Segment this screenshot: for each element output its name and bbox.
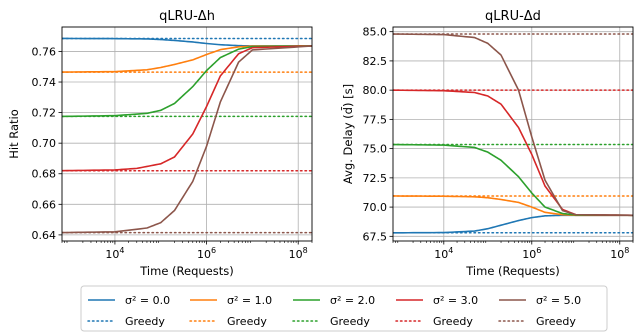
x-axis-label: Time (Requests) <box>139 264 233 278</box>
series-line-s5 <box>393 33 633 217</box>
panel-title: qLRU-Δh <box>159 9 215 24</box>
axes-frame <box>61 26 313 242</box>
x-tick-label: 106 <box>197 246 216 261</box>
legend-label: Greedy <box>330 315 370 328</box>
legend-label: Greedy <box>433 315 473 328</box>
legend-label: σ² = 2.0 <box>330 294 375 307</box>
legend-label: Greedy <box>536 315 576 328</box>
y-tick-label: 80.0 <box>363 84 388 97</box>
legend-label: Greedy <box>125 315 165 328</box>
panel-title: qLRU-Δd <box>485 9 541 24</box>
y-tick-label: 0.66 <box>32 198 57 211</box>
legend-label: σ² = 0.0 <box>125 294 170 307</box>
legend-frame <box>80 285 608 332</box>
panel-avg-delay: 104 106 108 67.5 70.0 72.5 75.0 77.5 80.0 82.5 85.… <box>341 9 634 278</box>
x-axis: 104 106 108 <box>61 241 313 261</box>
panel-hit-ratio: 104 106 108 0.64 0.66 0.68 0.70 0.72 0.74 0.76 qLR… <box>7 9 313 278</box>
y-axis: 0.64 0.66 0.68 0.70 0.72 0.74 0.76 <box>32 45 62 242</box>
series-line-s5 <box>62 45 312 234</box>
y-tick-label: 0.70 <box>32 137 57 150</box>
legend-label: σ² = 3.0 <box>433 294 478 307</box>
legend-label: σ² = 5.0 <box>536 294 581 307</box>
y-tick-label: 0.68 <box>32 168 57 181</box>
series-line-s0 <box>393 214 633 234</box>
x-axis-label: Time (Requests) <box>465 264 559 278</box>
y-axis: 67.5 70.0 72.5 75.0 77.5 80.0 82.5 85.0 <box>363 26 393 243</box>
series-line-s3 <box>62 45 312 172</box>
series-line-s2 <box>393 143 633 217</box>
gridlines <box>62 27 312 241</box>
axes-frame <box>392 26 634 242</box>
y-tick-label: 0.72 <box>32 107 57 120</box>
y-axis-label: Hit Ratio <box>7 109 21 159</box>
x-tick-label: 106 <box>522 246 541 261</box>
legend-label: Greedy <box>227 315 267 328</box>
y-tick-label: 70.0 <box>363 201 388 214</box>
series-group <box>62 37 312 234</box>
legend: σ² = 0.0 σ² = 1.0 σ² = 2.0 σ² = 3.0 σ² = 5.0… <box>80 285 608 332</box>
x-tick-label: 104 <box>434 246 453 261</box>
y-axis-label: Avg. Delay (d̄) [s] <box>341 84 355 184</box>
x-tick-label: 108 <box>610 246 629 261</box>
y-tick-label: 77.5 <box>363 113 388 126</box>
y-tick-label: 0.76 <box>32 45 57 58</box>
legend-label: σ² = 1.0 <box>227 294 272 307</box>
series-line-s0 <box>62 37 312 47</box>
x-tick-label: 104 <box>105 246 124 261</box>
gridlines <box>393 27 633 241</box>
series-line-s1 <box>62 45 312 73</box>
y-tick-label: 0.74 <box>32 76 57 89</box>
x-tick-label: 108 <box>289 246 308 261</box>
series-group <box>393 33 633 234</box>
y-tick-label: 82.5 <box>363 55 388 68</box>
y-tick-label: 75.0 <box>363 143 388 156</box>
y-tick-label: 67.5 <box>363 230 388 243</box>
series-line-s1 <box>393 195 633 217</box>
series-line-s2 <box>62 45 312 118</box>
y-tick-label: 72.5 <box>363 172 388 185</box>
y-tick-label: 0.64 <box>32 229 57 242</box>
y-tick-label: 85.0 <box>363 26 388 39</box>
x-axis: 104 106 108 <box>392 241 634 261</box>
